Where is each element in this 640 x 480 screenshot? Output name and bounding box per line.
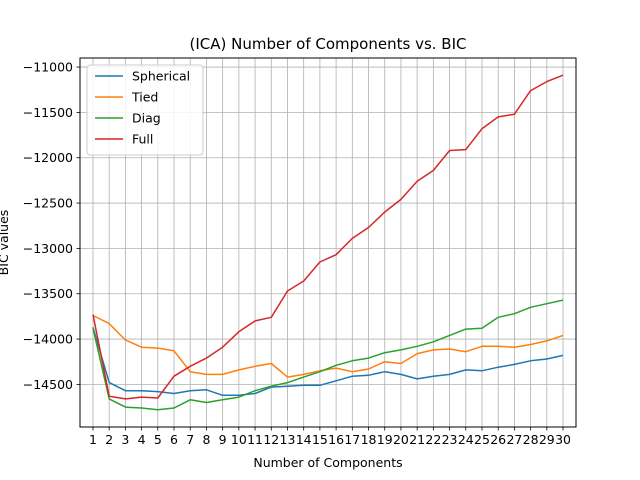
x-tick-label: 29 — [539, 432, 555, 447]
x-tick-label: 27 — [506, 432, 522, 447]
series-lines — [92, 74, 564, 411]
y-axis-ticks: −14500 −14000 −13500 −13000 −12500 −12000 −115… — [23, 60, 80, 392]
y-tick-label: −13000 — [23, 241, 73, 256]
x-tick-label: 7 — [186, 432, 194, 447]
x-tick-label: 5 — [154, 432, 162, 447]
x-axis-ticks: 1 2 3 4 5 6 7 8 9 10 11 12 13 14 15 16 17 18 19 20 21 22 23 24 2… — [89, 427, 571, 447]
x-tick-label: 26 — [490, 432, 506, 447]
x-tick-label: 21 — [409, 432, 425, 447]
series-line-spherical — [92, 327, 564, 397]
y-tick-label: −14500 — [23, 377, 73, 392]
x-tick-label: 4 — [138, 432, 146, 447]
x-tick-label: 19 — [377, 432, 393, 447]
x-tick-label: 6 — [170, 432, 178, 447]
x-tick-label: 13 — [280, 432, 296, 447]
y-tick-label: −11000 — [23, 60, 73, 75]
y-axis-label: BIC values — [0, 210, 11, 276]
x-axis-label: Number of Components — [253, 455, 402, 470]
legend-label-full: Full — [132, 132, 153, 147]
x-tick-label: 2 — [105, 432, 113, 447]
x-tick-label: 28 — [523, 432, 539, 447]
legend-label-spherical: Spherical — [132, 69, 190, 84]
series-line-tied — [92, 314, 564, 378]
y-tick-label: −11500 — [23, 105, 73, 120]
legend-label-diag: Diag — [132, 111, 161, 126]
x-tick-label: 23 — [442, 432, 458, 447]
plot-frame — [79, 57, 577, 428]
y-tick-label: −14000 — [23, 332, 73, 347]
series-line-diag — [92, 299, 564, 411]
x-tick-label: 22 — [425, 432, 441, 447]
x-tick-label: 3 — [121, 432, 129, 447]
x-tick-label: 1 — [89, 432, 97, 447]
x-tick-label: 24 — [458, 432, 474, 447]
y-tick-label: −12000 — [23, 150, 73, 165]
legend: Spherical Tied Diag Full — [86, 64, 204, 156]
y-tick-label: −13500 — [23, 286, 73, 301]
x-tick-label: 25 — [474, 432, 490, 447]
x-tick-label: 8 — [202, 432, 210, 447]
x-tick-label: 18 — [361, 432, 377, 447]
x-tick-label: 16 — [328, 432, 344, 447]
x-tick-label: 10 — [231, 432, 247, 447]
legend-label-tied: Tied — [131, 90, 158, 105]
x-tick-label: 14 — [296, 432, 312, 447]
x-tick-label: 17 — [344, 432, 360, 447]
legend-box — [86, 64, 204, 156]
chart-title: (ICA) Number of Components vs. BIC — [190, 35, 467, 53]
series-line-full — [92, 74, 564, 400]
x-tick-label: 30 — [555, 432, 571, 447]
x-tick-label: 12 — [263, 432, 279, 447]
x-tick-label: 15 — [312, 432, 328, 447]
y-tick-label: −12500 — [23, 196, 73, 211]
x-tick-label: 20 — [393, 432, 409, 447]
x-tick-label: 11 — [247, 432, 263, 447]
x-tick-label: 9 — [219, 432, 227, 447]
